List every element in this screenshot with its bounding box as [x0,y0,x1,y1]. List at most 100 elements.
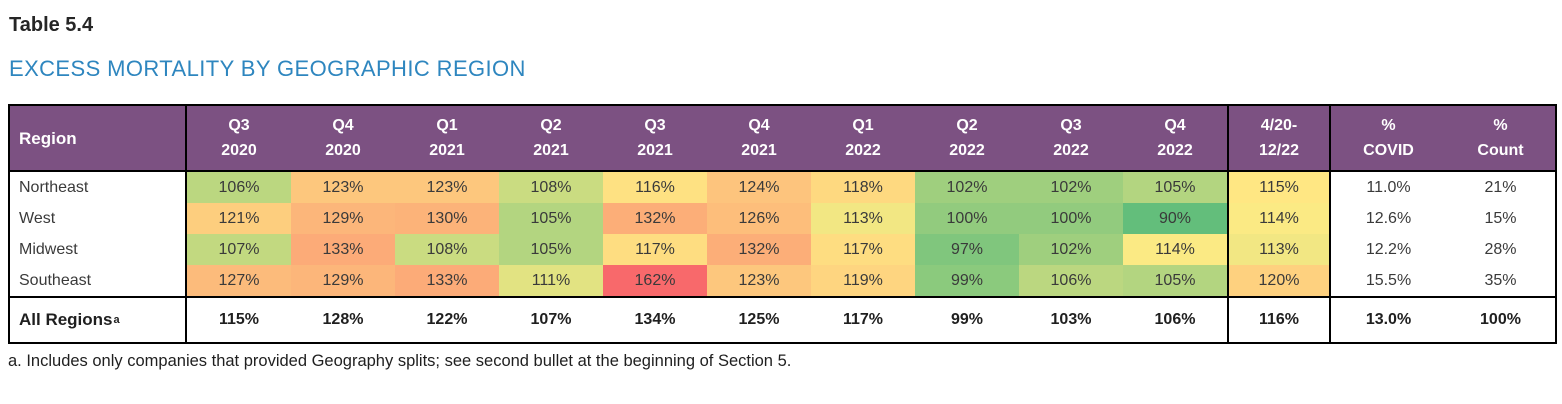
total-value-cell: 106% [1123,296,1227,342]
count-pct-cell: 35% [1484,271,1517,289]
header-line: 2021 [429,142,465,159]
heat-value-cell: 126% [707,203,811,234]
heat-value-cell: 102% [1019,234,1123,265]
heat-value-cell: 105% [1123,265,1227,296]
table-number: Table 5.4 [9,14,94,36]
period-value-cell: 114% [1227,203,1331,234]
heat-value-cell: 129% [291,203,395,234]
header-line: Q3 [228,117,250,134]
total-count-cell: 100% [1446,296,1555,342]
covid-pct-cell: 11.0% [1366,178,1411,196]
heat-value-cell: 108% [499,172,603,203]
heat-value-cell: 117% [811,234,915,265]
header-line: Q1 [436,117,458,134]
total-value-cell: 103% [1019,296,1123,342]
heat-value-cell: 121% [187,203,291,234]
header-line: Q4 [748,117,770,134]
region-label: Midwest [10,234,187,265]
heat-value-cell: 102% [915,172,1019,203]
total-value-cell: 107% [499,296,603,342]
header-line: 12/22 [1258,142,1300,159]
total-region-text: All Regions [19,310,113,329]
count-pct-cell: 28% [1484,240,1517,258]
total-value-cell: 99% [915,296,1019,342]
heat-value-cell: 97% [915,234,1019,265]
region-label: Northeast [10,172,187,203]
heat-value-cell: 90% [1123,203,1227,234]
heat-value-cell: 127% [187,265,291,296]
heat-value-cell: 123% [707,265,811,296]
covid-pct-cell: 12.2% [1365,240,1412,258]
region-label: West [10,203,187,234]
total-value-cell: 134% [603,296,707,342]
header-quarter-q4-2022: Q4 2022 [1123,106,1227,172]
total-value-cell: 117% [811,296,915,342]
header-line: 2021 [741,142,777,159]
heat-value-cell: 132% [707,234,811,265]
header-line: Q3 [1060,117,1082,134]
period-value-cell: 120% [1227,265,1331,296]
header-line: 4/20- [1260,117,1298,134]
heat-value-cell: 133% [291,234,395,265]
table-footnote: a. Includes only companies that provided… [8,352,792,370]
heat-value-cell: 105% [1123,172,1227,203]
header-line: 2022 [845,142,881,159]
header-quarter-q3-2020: Q3 2020 [187,106,291,172]
count-pct-cell: 15% [1484,209,1517,227]
heat-value-cell: 124% [707,172,811,203]
header-region: Region [10,106,187,172]
covid-pct-cell: 12.6% [1365,209,1412,227]
heat-value-cell: 116% [603,172,707,203]
header-quarter-q1-2022: Q1 2022 [811,106,915,172]
header-quarter-q1-2021: Q1 2021 [395,106,499,172]
header-line: % [1381,117,1396,134]
heat-value-cell: 99% [915,265,1019,296]
header-quarter-q4-2020: Q4 2020 [291,106,395,172]
heat-value-cell: 132% [603,203,707,234]
header-quarter-q3-2021: Q3 2021 [603,106,707,172]
header-line: Q3 [644,117,666,134]
header-quarter-q3-2022: Q3 2022 [1019,106,1123,172]
period-value-cell: 115% [1227,172,1331,203]
heat-value-cell: 129% [291,265,395,296]
header-line: 2020 [325,142,361,159]
covid-pct-cell: 15.5% [1365,271,1412,289]
header-line: Q2 [956,117,978,134]
heat-value-cell: 100% [915,203,1019,234]
excess-mortality-table: Region Q3 2020 Q4 2020 Q1 2021 Q2 2021 Q3 2021 Q4 20… [8,104,1557,344]
header-line: Q1 [852,117,874,134]
heat-value-cell: 123% [395,172,499,203]
header-line: 2022 [949,142,985,159]
total-value-cell: 122% [395,296,499,342]
header-period: 4/20- 12/22 [1227,106,1331,172]
heat-value-cell: 130% [395,203,499,234]
heat-value-cell: 113% [811,203,915,234]
total-region-label: All Regions a [10,296,187,342]
total-value-cell: 128% [291,296,395,342]
period-value-cell: 113% [1227,234,1331,265]
heat-value-cell: 133% [395,265,499,296]
header-line: 2021 [637,142,673,159]
header-quarter-q4-2021: Q4 2021 [707,106,811,172]
header-quarter-q2-2021: Q2 2021 [499,106,603,172]
heat-value-cell: 107% [187,234,291,265]
header-line: COVID [1363,142,1414,159]
header-line: 2021 [533,142,569,159]
heat-value-cell: 105% [499,234,603,265]
header-line: % [1493,117,1508,134]
heat-value-cell: 114% [1123,234,1227,265]
heat-value-cell: 108% [395,234,499,265]
header-line: 2020 [221,142,257,159]
total-value-cell: 125% [707,296,811,342]
total-period-cell: 116% [1227,296,1331,342]
count-pct-cell: 21% [1484,178,1517,196]
heat-value-cell: 123% [291,172,395,203]
header-quarter-q2-2022: Q2 2022 [915,106,1019,172]
heat-value-cell: 117% [603,234,707,265]
header-pct-count: % Count [1446,106,1555,172]
heat-value-cell: 105% [499,203,603,234]
header-line: Q4 [332,117,354,134]
heat-value-cell: 118% [811,172,915,203]
total-covid-cell: 13.0% [1331,296,1446,342]
total-value-cell: 115% [187,296,291,342]
